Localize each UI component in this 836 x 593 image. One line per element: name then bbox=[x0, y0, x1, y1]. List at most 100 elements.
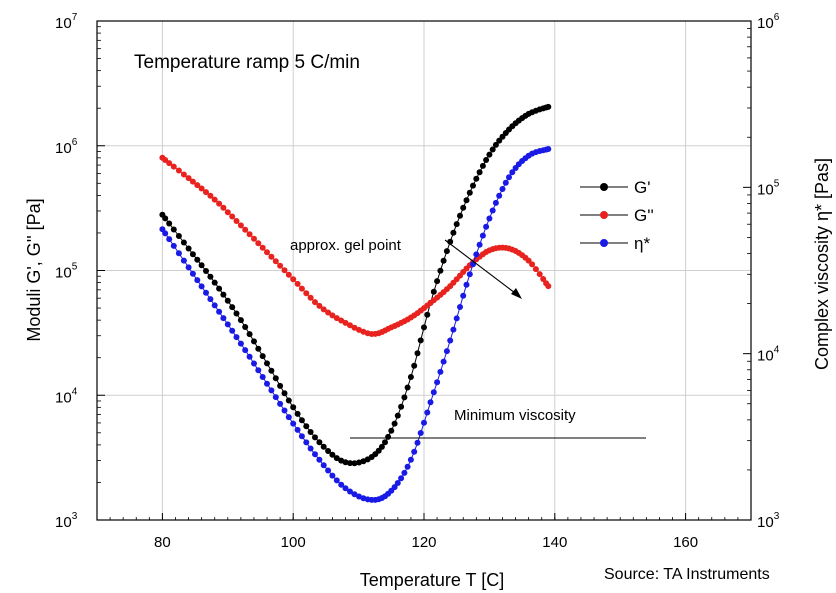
left-tick-label: 107 bbox=[55, 12, 78, 32]
data-point bbox=[175, 167, 182, 174]
data-point bbox=[194, 277, 201, 284]
data-point bbox=[502, 179, 509, 186]
data-point bbox=[220, 315, 227, 322]
right-tick-exponent: 5 bbox=[774, 178, 780, 189]
chart-title: Temperature ramp 5 C/min bbox=[134, 52, 360, 73]
series-1 bbox=[159, 154, 552, 337]
data-point bbox=[473, 251, 480, 258]
right-tick-label: 103 bbox=[757, 511, 780, 531]
data-point bbox=[394, 412, 401, 419]
data-point bbox=[207, 296, 214, 303]
data-point bbox=[255, 240, 262, 247]
data-point bbox=[483, 223, 490, 230]
data-point bbox=[320, 306, 327, 313]
left-tick-base: 10 bbox=[55, 140, 72, 157]
right-tick-base: 10 bbox=[757, 348, 774, 365]
data-point bbox=[391, 484, 398, 491]
data-point bbox=[307, 445, 314, 452]
data-point bbox=[290, 420, 297, 427]
data-point bbox=[242, 347, 249, 354]
data-point bbox=[194, 256, 201, 263]
data-point bbox=[333, 477, 340, 484]
data-point bbox=[170, 242, 177, 249]
left-tick-base: 10 bbox=[55, 389, 72, 406]
data-point bbox=[450, 326, 457, 333]
data-point bbox=[351, 324, 358, 331]
data-point bbox=[545, 146, 552, 152]
data-point bbox=[347, 460, 353, 467]
left-tick-base: 10 bbox=[55, 15, 72, 32]
data-point bbox=[430, 389, 437, 396]
x-tick-label: 140 bbox=[542, 534, 567, 551]
data-point bbox=[251, 235, 257, 242]
data-point bbox=[404, 463, 411, 470]
right-tick-exponent: 4 bbox=[774, 345, 780, 356]
data-point bbox=[333, 455, 340, 462]
data-point bbox=[427, 399, 434, 406]
data-point bbox=[166, 236, 173, 243]
data-point bbox=[351, 460, 358, 467]
data-point bbox=[347, 488, 353, 495]
data-point bbox=[189, 270, 196, 277]
x-tick-label: 80 bbox=[154, 534, 171, 551]
data-point bbox=[242, 226, 249, 233]
data-point bbox=[329, 451, 336, 458]
source-credit: Source: TA Instruments bbox=[604, 566, 770, 583]
data-point bbox=[466, 189, 473, 196]
data-point bbox=[351, 491, 358, 498]
data-point bbox=[509, 169, 516, 176]
right-tick-exponent: 6 bbox=[774, 12, 780, 23]
right-tick-label: 106 bbox=[757, 12, 780, 32]
data-point bbox=[421, 419, 427, 426]
data-point bbox=[424, 311, 431, 318]
grid bbox=[97, 21, 751, 520]
data-point bbox=[207, 192, 214, 199]
data-point bbox=[483, 157, 490, 163]
series-group bbox=[159, 103, 552, 503]
data-point bbox=[264, 360, 270, 367]
x-axis-label: Temperature T [C] bbox=[360, 570, 504, 590]
data-point bbox=[259, 374, 266, 380]
data-point bbox=[251, 338, 257, 345]
data-point bbox=[255, 367, 262, 374]
left-tick-label: 106 bbox=[55, 137, 78, 157]
x-tick-label: 100 bbox=[281, 534, 306, 551]
data-point bbox=[294, 280, 301, 287]
legend: G' G'' η* bbox=[580, 178, 654, 253]
data-point bbox=[224, 297, 231, 304]
right-tick-exponent: 3 bbox=[774, 511, 780, 522]
data-point bbox=[460, 292, 467, 299]
data-point bbox=[229, 213, 236, 220]
x-tick-label: 160 bbox=[673, 534, 698, 551]
data-point bbox=[194, 182, 201, 189]
data-point bbox=[242, 324, 249, 330]
data-point bbox=[463, 197, 470, 204]
data-point bbox=[272, 394, 279, 401]
data-point bbox=[430, 288, 437, 295]
data-point bbox=[189, 178, 196, 185]
data-point bbox=[272, 375, 279, 382]
data-point bbox=[229, 327, 236, 334]
data-point bbox=[281, 267, 288, 274]
data-point bbox=[391, 420, 398, 427]
data-point bbox=[532, 266, 539, 273]
data-point bbox=[303, 290, 310, 297]
data-point bbox=[479, 162, 486, 169]
left-tick-label: 105 bbox=[55, 262, 78, 282]
data-point bbox=[382, 439, 388, 446]
data-point bbox=[479, 232, 486, 239]
data-point bbox=[417, 430, 424, 436]
data-point bbox=[434, 379, 441, 386]
data-point bbox=[268, 387, 275, 394]
data-point bbox=[166, 220, 173, 227]
data-point bbox=[255, 345, 262, 352]
data-point bbox=[198, 262, 205, 269]
data-point bbox=[417, 337, 424, 344]
data-point bbox=[329, 472, 336, 479]
data-point bbox=[457, 212, 463, 219]
left-tick-exponent: 3 bbox=[72, 511, 78, 522]
data-point bbox=[388, 427, 395, 434]
data-point bbox=[220, 291, 227, 298]
